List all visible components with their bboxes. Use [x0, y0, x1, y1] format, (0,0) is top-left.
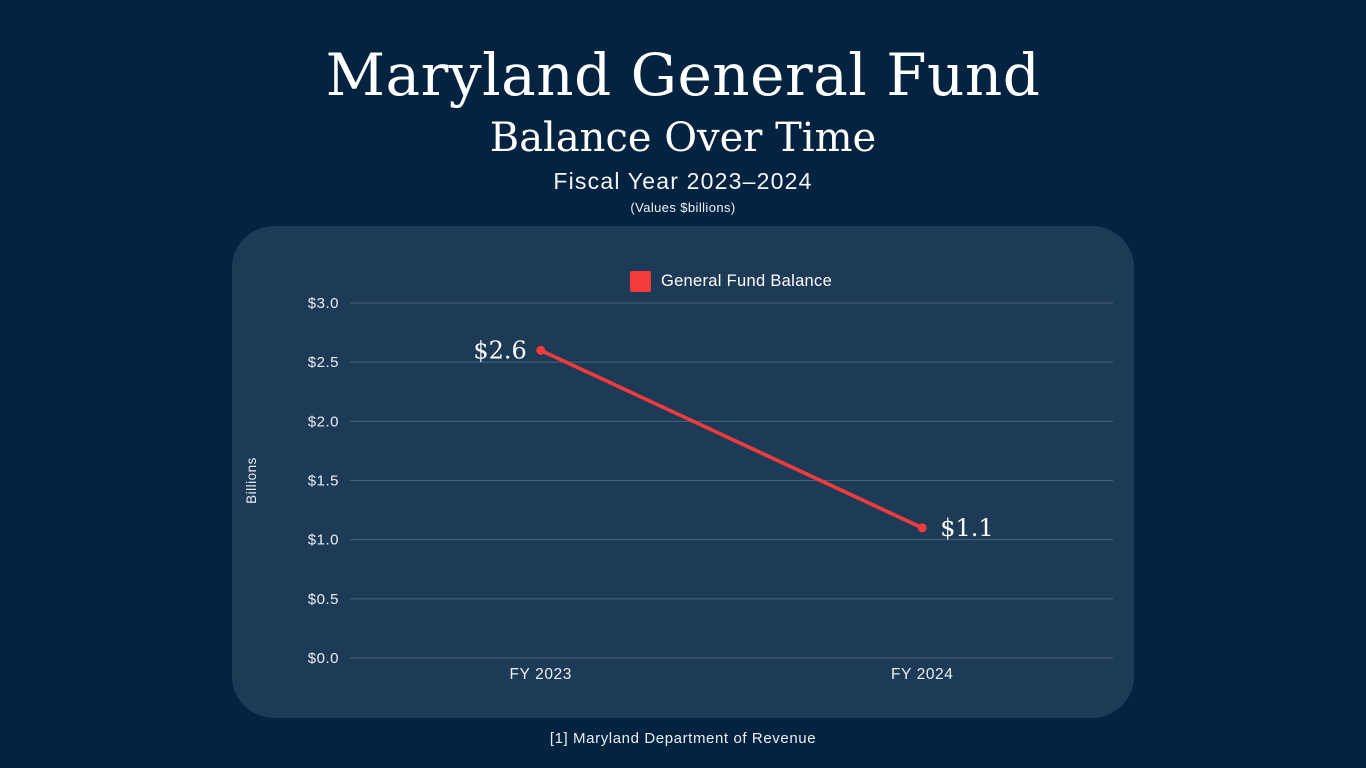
- data-point: [536, 345, 546, 355]
- data-point: [917, 523, 927, 533]
- legend-swatch-icon: [629, 271, 651, 292]
- chart-legend: General Fund Balance: [629, 271, 833, 292]
- y-tick-label: $0.5: [308, 591, 339, 608]
- x-tick-label: FY 2024: [891, 666, 954, 683]
- x-tick-label: FY 2023: [509, 666, 572, 683]
- page-subtitle: Balance Over Time: [489, 115, 877, 161]
- chart-svg: $0.0 $0.5 $1.0 $1.5 $2.0 $2.5 $3.0 FY 2023 FY 20…: [244, 295, 1113, 683]
- legend-label: General Fund Balance: [660, 272, 833, 290]
- y-tick-label: $1.5: [308, 473, 339, 490]
- data-point-label: $2.6: [473, 336, 526, 364]
- y-tick-label: $1.0: [308, 532, 339, 549]
- y-tick-label: $3.0: [308, 295, 339, 312]
- y-tick-label: $2.0: [308, 413, 339, 430]
- footer-source: [1] Maryland Department of Revenue: [549, 730, 817, 747]
- y-tick-label: $0.0: [308, 650, 339, 667]
- page-title: Maryland General Fund: [325, 41, 1041, 109]
- y-tick-label: $2.5: [308, 354, 339, 371]
- page-period: Fiscal Year 2023–2024: [553, 168, 813, 194]
- y-axis-title: Billions: [244, 457, 259, 504]
- data-line: [538, 348, 925, 530]
- units-note: (Values $billions): [630, 200, 736, 215]
- chart-panel: General Fund Balance $0.0 $0.5 $1.0 $1.5 $2.…: [232, 226, 1134, 718]
- data-point-label: $1.1: [940, 514, 993, 542]
